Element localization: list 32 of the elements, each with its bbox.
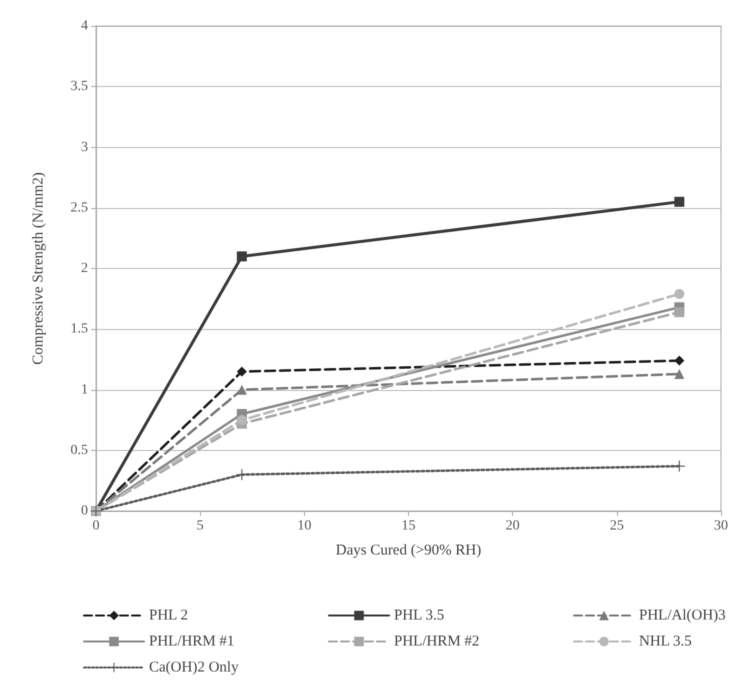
legend-label: PHL/HRM #2 [394,634,480,650]
point [674,288,684,299]
x-tick-label: 20 [506,518,520,534]
legend-label: Ca(OH)2 Only [149,660,240,676]
x-tick-label: 30 [714,518,728,534]
y-tick-label: 4 [81,18,88,34]
y-axis-title: Compressive Strength (N/mm2) [30,172,46,365]
legend-label: PHL/Al(OH)3 [639,608,726,624]
point [674,196,684,207]
legend-label: PHL/HRM #1 [149,634,234,650]
x-axis-title: Days Cured (>90% RH) [336,542,482,558]
y-tick-label: 3 [81,140,88,155]
point [236,415,247,426]
y-tick-label: 2 [81,261,88,276]
y-tick-label: 1 [81,382,88,398]
legend-label: PHL 2 [149,608,188,624]
point [236,366,247,377]
point [674,307,684,318]
x-tick-label: 25 [610,518,624,534]
x-tick-label: 15 [402,518,416,534]
y-tick-label: 0.5 [70,442,88,458]
point [236,251,247,262]
x-tick-label: 0 [92,518,100,534]
y-tick-label: 1.5 [70,322,88,337]
y-tick-label: 0 [81,504,88,518]
point [674,356,684,366]
y-tick-label: 3.5 [70,79,88,94]
x-tick-label: 10 [297,518,312,534]
legend-label: NHL 3.5 [639,634,692,650]
legend-label: PHL 3.5 [394,608,444,624]
y-tick-label: 2.5 [70,200,88,216]
x-tick-label: 5 [196,518,204,534]
